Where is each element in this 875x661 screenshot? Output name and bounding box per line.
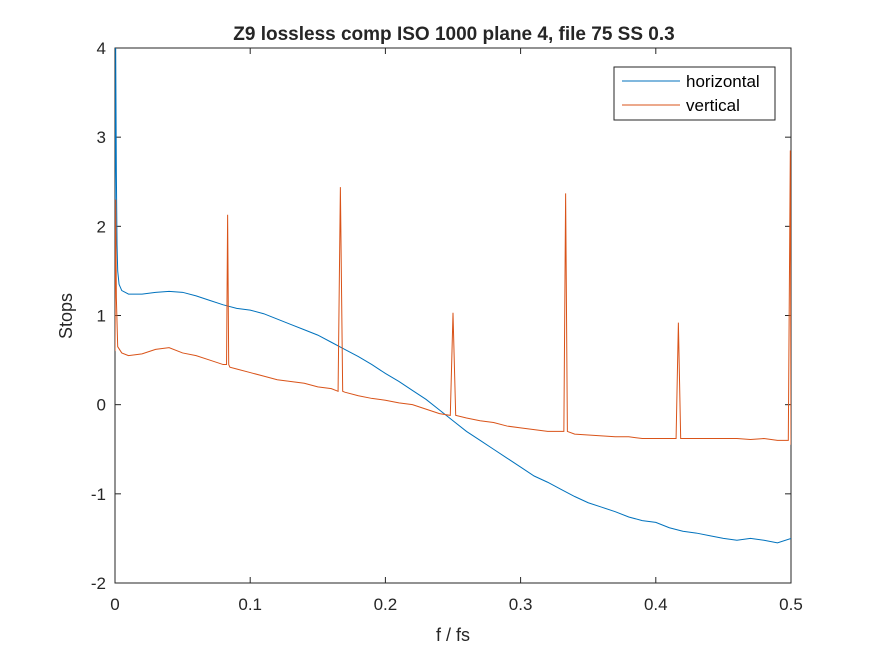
chart-title: Z9 lossless comp ISO 1000 plane 4, file … [233,24,674,45]
x-tick-label: 0.1 [238,595,262,614]
x-tick-label: 0.4 [644,595,668,614]
plot-area: 0 0.1 0.2 0.3 0.4 0.5 -2 -1 0 1 2 3 4 horizontal verti… [91,39,803,614]
legend-box [613,66,776,121]
y-tick-label: 2 [97,217,106,236]
series-line-horizontal [115,48,791,544]
y-tick-label: 3 [97,128,106,147]
x-axis-label: f / fs [436,625,470,645]
legend-label-horizontal: horizontal [686,72,760,91]
y-tick-label: 0 [97,396,106,415]
x-tick-label: 0.5 [779,595,803,614]
series-line-vertical [115,150,791,445]
y-tick-label: -2 [91,574,106,593]
legend-label-vertical: vertical [686,96,740,115]
y-axis-label: Stops [56,293,76,339]
y-tick-label: 4 [97,39,106,58]
x-tick-label: 0 [110,595,119,614]
x-tick-label: 0.2 [374,595,398,614]
x-tick-label: 0.3 [509,595,533,614]
y-tick-label: -1 [91,485,106,504]
y-tick-label: 1 [97,307,106,326]
